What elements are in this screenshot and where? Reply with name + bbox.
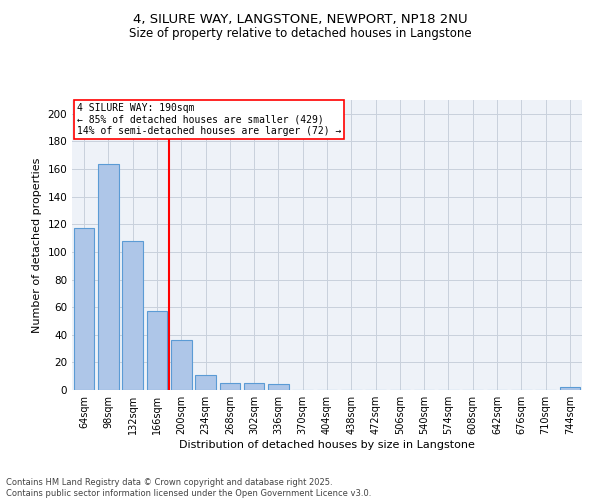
Bar	[195, 375, 216, 390]
Text: 4 SILURE WAY: 190sqm
← 85% of detached houses are smaller (429)
14% of semi-deta: 4 SILURE WAY: 190sqm ← 85% of detached h…	[77, 103, 341, 136]
Bar	[171, 340, 191, 390]
X-axis label: Distribution of detached houses by size in Langstone: Distribution of detached houses by size …	[179, 440, 475, 450]
Bar	[146, 312, 167, 390]
Bar	[268, 384, 289, 390]
Text: 4, SILURE WAY, LANGSTONE, NEWPORT, NP18 2NU: 4, SILURE WAY, LANGSTONE, NEWPORT, NP18 …	[133, 12, 467, 26]
Text: Size of property relative to detached houses in Langstone: Size of property relative to detached ho…	[128, 28, 472, 40]
Text: Contains HM Land Registry data © Crown copyright and database right 2025.
Contai: Contains HM Land Registry data © Crown c…	[6, 478, 371, 498]
Y-axis label: Number of detached properties: Number of detached properties	[32, 158, 42, 332]
Bar	[220, 383, 240, 390]
Bar	[98, 164, 119, 390]
Bar	[122, 241, 143, 390]
Bar	[560, 387, 580, 390]
Bar	[244, 383, 265, 390]
Bar	[74, 228, 94, 390]
